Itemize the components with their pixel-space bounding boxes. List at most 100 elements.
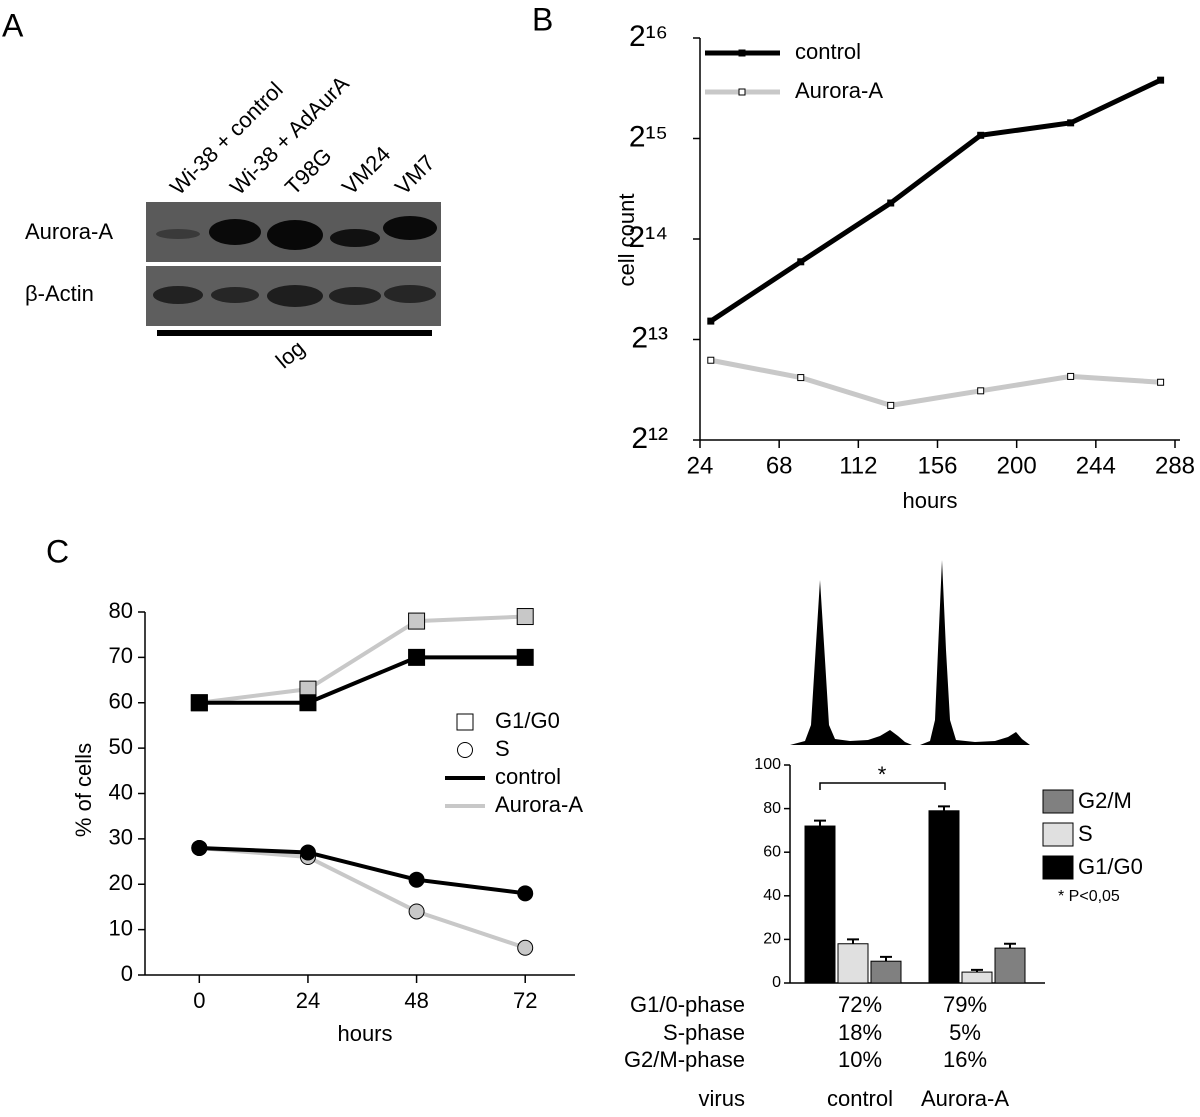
y-tick-label: 40 (109, 779, 133, 804)
y-tick-label: 100 (754, 756, 781, 773)
bar (804, 825, 836, 984)
error-bar (938, 805, 950, 811)
category-label: Aurora-A (921, 1086, 1009, 1111)
y-axis-label: cell count (614, 194, 639, 287)
legend-marker (456, 713, 474, 731)
x-tick-label: 0 (193, 988, 205, 1013)
bar (961, 971, 993, 984)
significance-bracket (819, 782, 946, 790)
legend-label: Aurora-A (795, 78, 883, 103)
lane-label: VM24 (337, 141, 395, 199)
lane-label: VM7 (390, 150, 440, 200)
point (190, 694, 208, 712)
table-value: 18% (838, 1020, 882, 1045)
legend-label: G1/G0 (495, 708, 560, 733)
point (517, 939, 534, 956)
point (977, 387, 985, 395)
x-axis-label: hours (337, 1021, 392, 1046)
data-line (199, 845, 526, 896)
point (797, 258, 805, 266)
y-tick-label: 10 (109, 915, 133, 940)
point (887, 199, 895, 207)
legend-marker (738, 49, 746, 57)
y-tick-label: 2¹³ (631, 321, 668, 354)
band (267, 220, 323, 250)
histogram (790, 580, 912, 745)
table-row-label: G1/0-phase (630, 992, 745, 1017)
category-label: control (827, 1086, 893, 1111)
band (153, 286, 203, 304)
legend-swatch (1042, 822, 1074, 847)
table-value: 10% (838, 1047, 882, 1072)
x-tick-label: 48 (404, 988, 428, 1013)
point (408, 612, 426, 630)
data-line (709, 77, 1162, 324)
histogram (920, 560, 1030, 745)
point (1067, 372, 1075, 380)
point (191, 839, 208, 856)
x-tick-label: 200 (997, 452, 1037, 479)
band (156, 229, 200, 239)
y-tick-label: 20 (109, 870, 133, 895)
y-tick-label: 20 (763, 931, 781, 948)
point (408, 903, 425, 920)
x-axis-label: virus (699, 1086, 745, 1111)
x-tick-label: 288 (1155, 452, 1195, 479)
table-value: 5% (949, 1020, 981, 1045)
point (516, 608, 534, 626)
bar (928, 810, 960, 984)
y-tick-label: 2¹⁶ (629, 20, 668, 53)
error-bar (1004, 942, 1016, 949)
x-tick-label: 72 (513, 988, 537, 1013)
annotation: * P<0,05 (1058, 888, 1120, 905)
point (977, 131, 985, 139)
x-tick-label: 24 (296, 988, 320, 1013)
data-line (199, 655, 526, 705)
western-blot: Wi-38 + control Wi-38 + AdAurA T98G VM24… (25, 71, 441, 373)
table-row-label: G2/M-phase (624, 1047, 745, 1072)
point (1067, 119, 1075, 127)
x-tick-label: 156 (917, 452, 957, 479)
x-tick-label: 24 (687, 452, 714, 479)
condition-bar (157, 330, 432, 336)
legend-label: Aurora-A (495, 792, 583, 817)
point (707, 356, 715, 364)
legend-marker (738, 88, 746, 96)
legend-label: control (495, 764, 561, 789)
data-line (199, 845, 526, 950)
point (1157, 76, 1165, 84)
x-tick-label: 244 (1076, 452, 1116, 479)
panel-label: C (46, 533, 69, 569)
annotation: * (878, 762, 887, 787)
y-tick-label: 60 (763, 843, 781, 860)
point (707, 317, 715, 325)
legend-label: S (1078, 821, 1093, 846)
band (329, 287, 381, 305)
x-tick-label: 112 (839, 452, 877, 479)
point (516, 648, 534, 666)
band (209, 219, 261, 245)
y-tick-label: 40 (763, 887, 781, 904)
panel-label: A (2, 7, 24, 43)
bar (994, 947, 1026, 984)
legend-label: G1/G0 (1078, 854, 1143, 879)
band (330, 229, 380, 247)
y-tick-label: 2¹⁴ (628, 221, 668, 254)
row-label: Aurora-A (25, 219, 113, 244)
band (384, 285, 436, 303)
x-axis-label: hours (902, 488, 957, 513)
y-tick-label: 80 (109, 598, 133, 623)
y-tick-label: 50 (109, 734, 133, 759)
band (211, 287, 259, 303)
data-line (710, 357, 1161, 408)
legend-swatch (1042, 789, 1074, 814)
error-bar (971, 968, 983, 973)
point (887, 401, 895, 409)
table-value: 79% (943, 992, 987, 1017)
bar (870, 960, 902, 984)
error-bar (880, 955, 892, 962)
y-tick-label: 80 (763, 800, 781, 817)
y-axis-label: % of cells (71, 743, 96, 837)
table-row-label: S-phase (663, 1020, 745, 1045)
